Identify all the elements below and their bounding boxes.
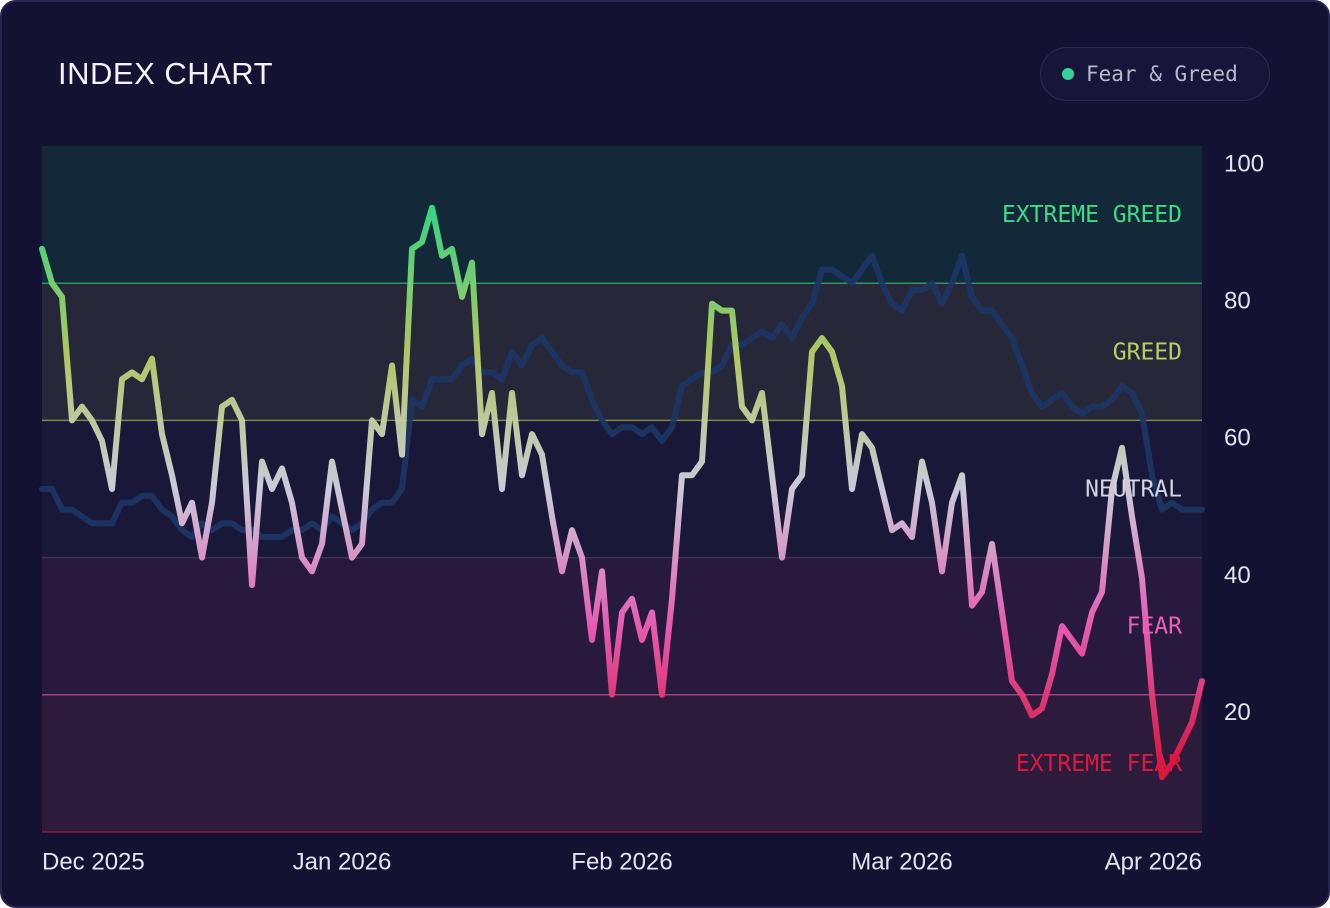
- series-line: [39, 204, 1205, 781]
- series-line: [39, 252, 1205, 541]
- y-tick-label: 40: [1224, 562, 1251, 589]
- chart-title: INDEX CHART: [58, 56, 274, 91]
- x-tick-label: Jan 2026: [293, 848, 392, 875]
- legend-dot: [1062, 68, 1074, 80]
- legend-label: Fear & Greed: [1086, 62, 1238, 86]
- x-tick-label: Feb 2026: [571, 848, 672, 875]
- x-tick-label: Apr 2026: [1105, 848, 1202, 875]
- y-tick-label: 60: [1224, 425, 1251, 452]
- y-tick-label: 20: [1224, 699, 1251, 726]
- x-tick-label: Dec 2025: [42, 848, 145, 875]
- legend[interactable]: Fear & Greed: [1040, 47, 1270, 101]
- zone-label: NEUTRAL: [1085, 477, 1182, 503]
- zone: [42, 146, 1202, 284]
- zone-label: EXTREME GREED: [1002, 202, 1182, 228]
- y-tick-label: 80: [1224, 288, 1251, 315]
- zone-label: EXTREME FEAR: [1016, 751, 1182, 777]
- zone: [42, 420, 1202, 558]
- zone: [42, 283, 1202, 421]
- x-tick-label: Mar 2026: [851, 848, 952, 875]
- zone: [42, 694, 1202, 832]
- y-tick-label: 100: [1224, 150, 1264, 177]
- zone-label: FEAR: [1127, 614, 1183, 640]
- zone-label: GREED: [1113, 339, 1182, 365]
